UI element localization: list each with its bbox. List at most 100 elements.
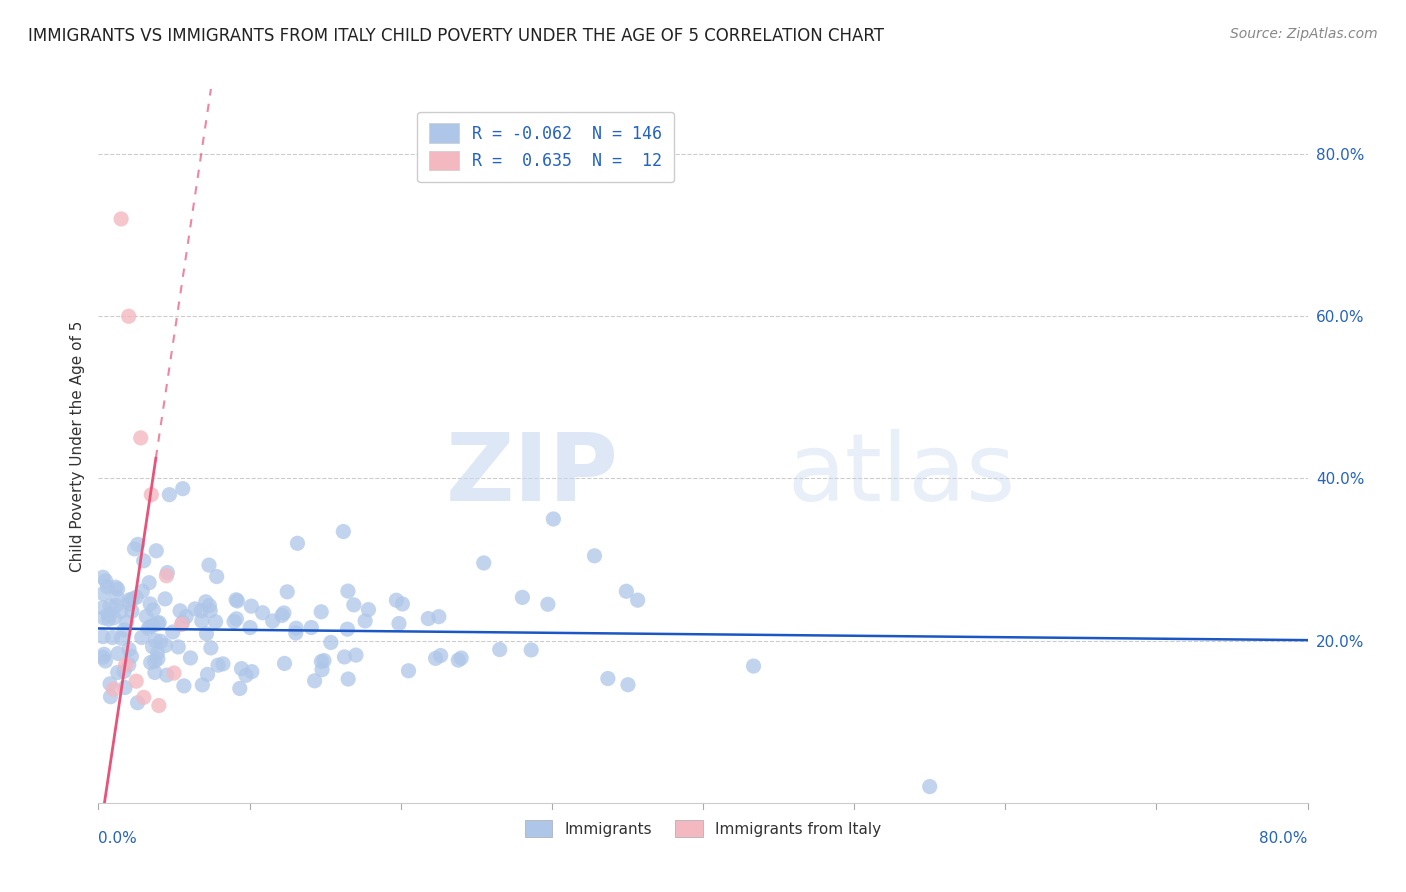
Point [235, 668, 257, 682]
Point [240, 599, 263, 614]
Point [118, 310, 141, 324]
Point [447, 653, 470, 667]
Point [198, 558, 221, 573]
Point [332, 524, 354, 539]
Point [273, 657, 295, 671]
Point [309, 605, 332, 619]
Point [304, 673, 326, 688]
Point [146, 646, 169, 660]
Text: 0.0%: 0.0% [98, 831, 138, 847]
Text: atlas: atlas [787, 428, 1017, 521]
Point [115, 615, 138, 629]
Point [121, 604, 143, 618]
Point [127, 537, 149, 551]
Point [169, 604, 191, 618]
Text: Source: ZipAtlas.com: Source: ZipAtlas.com [1230, 27, 1378, 41]
Point [276, 584, 298, 599]
Point [583, 549, 606, 563]
Point [163, 666, 186, 681]
Point [596, 672, 619, 686]
Point [127, 696, 149, 710]
Point [333, 649, 356, 664]
Point [614, 584, 637, 599]
Point [143, 654, 166, 668]
Point [149, 634, 172, 648]
Point [118, 642, 141, 657]
Point [262, 614, 284, 628]
Point [105, 591, 128, 605]
Point [357, 602, 380, 616]
Point [142, 618, 165, 632]
Point [145, 543, 167, 558]
Point [179, 651, 201, 665]
Point [153, 591, 176, 606]
Point [91, 630, 114, 644]
Point [191, 678, 214, 692]
Point [212, 657, 235, 671]
Point [148, 615, 170, 630]
Point [105, 599, 128, 613]
Point [354, 614, 377, 628]
Point [520, 643, 543, 657]
Point [125, 591, 148, 605]
Point [96, 580, 118, 594]
Point [170, 617, 193, 632]
Point [198, 599, 221, 613]
Point [225, 612, 247, 626]
Point [425, 651, 447, 665]
Point [94, 574, 117, 588]
Point [287, 536, 309, 550]
Point [110, 632, 132, 646]
Point [100, 690, 122, 704]
Point [112, 665, 135, 679]
Point [231, 662, 253, 676]
Point [146, 616, 169, 631]
Point [155, 639, 177, 653]
Point [488, 642, 510, 657]
Point [273, 606, 295, 620]
Point [229, 681, 252, 696]
Point [205, 569, 228, 583]
Point [124, 541, 146, 556]
Point [285, 621, 308, 635]
Point [252, 606, 274, 620]
Point [114, 657, 136, 672]
Point [131, 584, 153, 599]
Point [627, 593, 650, 607]
Point [91, 587, 114, 601]
Legend: Immigrants, Immigrants from Italy: Immigrants, Immigrants from Italy [517, 813, 889, 845]
Point [172, 482, 194, 496]
Point [146, 652, 169, 666]
Text: IMMIGRANTS VS IMMIGRANTS FROM ITALY CHILD POVERTY UNDER THE AGE OF 5 CORRELATION: IMMIGRANTS VS IMMIGRANTS FROM ITALY CHIL… [28, 27, 884, 45]
Point [110, 211, 132, 226]
Point [118, 593, 141, 607]
Point [207, 658, 229, 673]
Point [239, 621, 262, 635]
Point [138, 575, 160, 590]
Point [94, 654, 117, 668]
Point [98, 599, 121, 613]
Point [742, 659, 765, 673]
Point [226, 594, 249, 608]
Point [271, 608, 294, 623]
Point [103, 611, 125, 625]
Point [344, 648, 367, 662]
Y-axis label: Child Poverty Under the Age of 5: Child Poverty Under the Age of 5 [69, 320, 84, 572]
Point [91, 650, 114, 665]
Point [142, 603, 165, 617]
Point [107, 647, 129, 661]
Point [145, 633, 167, 648]
Point [204, 615, 226, 629]
Point [312, 654, 335, 668]
Text: ZIP: ZIP [446, 428, 619, 521]
Point [299, 621, 322, 635]
Point [120, 649, 142, 664]
Point [162, 625, 184, 640]
Point [472, 556, 495, 570]
Point [311, 655, 333, 669]
Point [543, 512, 565, 526]
Point [131, 631, 153, 645]
Point [157, 488, 180, 502]
Point [141, 488, 163, 502]
Point [129, 431, 152, 445]
